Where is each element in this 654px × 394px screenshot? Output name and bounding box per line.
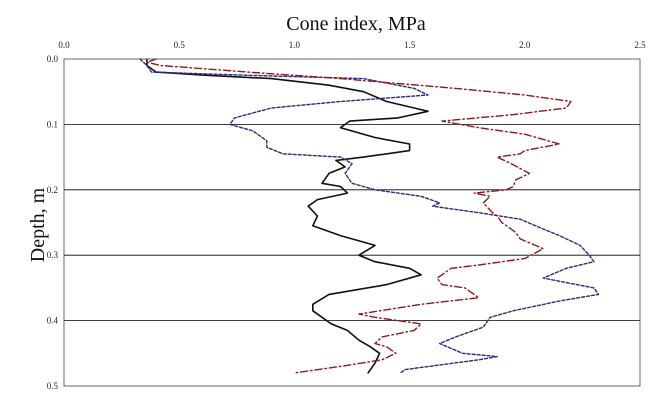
x-tick-label: 1.5 (404, 40, 416, 50)
series-line-2 (139, 58, 600, 374)
y-tick-label: 0.4 (47, 316, 59, 326)
gridlines (64, 124, 640, 322)
x-tick-label: 0.0 (58, 40, 70, 50)
y-tick-label: 0.5 (47, 381, 59, 391)
y-tick-label: 0.3 (47, 250, 59, 260)
plot-area-frame (63, 58, 641, 387)
x-axis-title: Cone index, MPa (286, 13, 426, 35)
x-tick-label: 1.0 (289, 40, 301, 50)
y-axis-title: Depth, m (27, 187, 49, 262)
y-tick-labels: 0.0 0.1 0.2 0.3 0.4 0.5 (47, 54, 59, 391)
series-line-1 (146, 58, 429, 374)
x-tick-label: 2.5 (634, 40, 646, 50)
x-tick-label: 0.5 (174, 40, 186, 50)
y-tick-label: 0.0 (47, 54, 59, 64)
x-tick-labels: 0.0 0.5 1.0 1.5 2.0 2.5 (58, 40, 646, 50)
series-line-3 (146, 58, 572, 374)
x-tick-label: 2.0 (519, 40, 531, 50)
y-tick-label: 0.1 (47, 119, 58, 129)
series-layer (139, 58, 600, 374)
y-tick-label: 0.2 (47, 185, 58, 195)
